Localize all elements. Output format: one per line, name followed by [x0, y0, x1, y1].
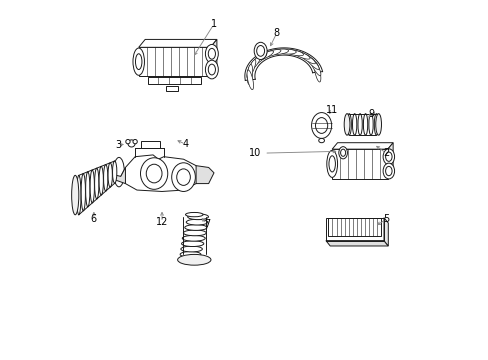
Text: 12: 12 [156, 217, 168, 227]
Ellipse shape [81, 174, 85, 211]
Text: 9: 9 [368, 109, 374, 119]
Polygon shape [383, 218, 387, 246]
Ellipse shape [108, 163, 112, 187]
Ellipse shape [363, 114, 367, 135]
Ellipse shape [346, 114, 351, 135]
Ellipse shape [208, 64, 215, 75]
Ellipse shape [183, 230, 206, 236]
Ellipse shape [176, 169, 190, 185]
Text: 3: 3 [115, 140, 121, 150]
Ellipse shape [205, 60, 218, 79]
Ellipse shape [328, 156, 335, 172]
Text: 6: 6 [91, 215, 97, 224]
Ellipse shape [133, 139, 137, 144]
Ellipse shape [338, 147, 346, 159]
Polygon shape [331, 143, 392, 149]
Ellipse shape [185, 212, 203, 217]
Ellipse shape [344, 114, 349, 135]
Ellipse shape [291, 50, 309, 59]
Ellipse shape [375, 114, 381, 135]
Ellipse shape [382, 149, 394, 165]
Ellipse shape [254, 42, 266, 59]
Ellipse shape [276, 49, 296, 54]
Polygon shape [325, 240, 387, 246]
Ellipse shape [94, 168, 99, 199]
Ellipse shape [125, 139, 130, 144]
Bar [325, 218, 383, 240]
Ellipse shape [352, 114, 356, 135]
Bar [140, 141, 160, 148]
Bar [165, 86, 178, 91]
Ellipse shape [385, 152, 391, 161]
Ellipse shape [186, 219, 207, 225]
Ellipse shape [385, 166, 391, 176]
Ellipse shape [133, 48, 144, 75]
Polygon shape [113, 167, 125, 184]
Ellipse shape [246, 60, 255, 78]
Ellipse shape [250, 53, 266, 66]
Ellipse shape [340, 149, 345, 156]
Ellipse shape [171, 163, 195, 192]
Ellipse shape [85, 172, 90, 207]
Polygon shape [210, 40, 217, 76]
Ellipse shape [140, 158, 167, 189]
Ellipse shape [146, 164, 162, 183]
Ellipse shape [357, 114, 362, 135]
Ellipse shape [382, 163, 394, 179]
Ellipse shape [128, 140, 135, 147]
Bar [139, 47, 210, 76]
Polygon shape [387, 143, 392, 179]
Text: 8: 8 [273, 28, 279, 38]
Polygon shape [196, 166, 214, 184]
Bar [328, 219, 381, 236]
Ellipse shape [112, 161, 117, 183]
Text: 2: 2 [382, 148, 388, 158]
Ellipse shape [72, 175, 79, 215]
Ellipse shape [184, 225, 206, 230]
Ellipse shape [247, 64, 252, 84]
Polygon shape [139, 40, 217, 47]
Ellipse shape [298, 52, 315, 64]
Bar [147, 77, 201, 84]
Ellipse shape [90, 170, 94, 203]
Ellipse shape [268, 49, 288, 54]
Ellipse shape [315, 118, 327, 134]
Ellipse shape [135, 54, 142, 69]
Ellipse shape [314, 62, 320, 82]
Ellipse shape [181, 246, 202, 252]
Text: 11: 11 [325, 105, 338, 115]
Ellipse shape [309, 58, 320, 76]
Ellipse shape [326, 150, 337, 177]
Ellipse shape [77, 175, 81, 215]
Ellipse shape [205, 44, 218, 63]
Ellipse shape [182, 235, 205, 241]
Text: 4: 4 [182, 139, 188, 149]
Ellipse shape [261, 50, 281, 57]
Text: 10: 10 [248, 148, 261, 158]
Ellipse shape [373, 114, 378, 135]
Ellipse shape [208, 48, 215, 59]
Ellipse shape [187, 214, 208, 220]
Bar [331, 149, 387, 179]
Ellipse shape [246, 70, 253, 90]
Ellipse shape [99, 166, 103, 195]
Polygon shape [121, 155, 199, 192]
Text: 5: 5 [382, 215, 388, 224]
Ellipse shape [103, 165, 108, 191]
Ellipse shape [247, 56, 260, 72]
Ellipse shape [304, 55, 319, 69]
Ellipse shape [255, 51, 273, 61]
Ellipse shape [113, 157, 124, 187]
Text: 1: 1 [210, 19, 217, 29]
Ellipse shape [318, 138, 324, 143]
Ellipse shape [181, 241, 203, 247]
Ellipse shape [284, 49, 303, 56]
Ellipse shape [311, 113, 331, 138]
Ellipse shape [180, 252, 201, 257]
Ellipse shape [177, 255, 210, 265]
Ellipse shape [256, 45, 264, 56]
Ellipse shape [368, 114, 372, 135]
Text: 7: 7 [203, 219, 209, 229]
